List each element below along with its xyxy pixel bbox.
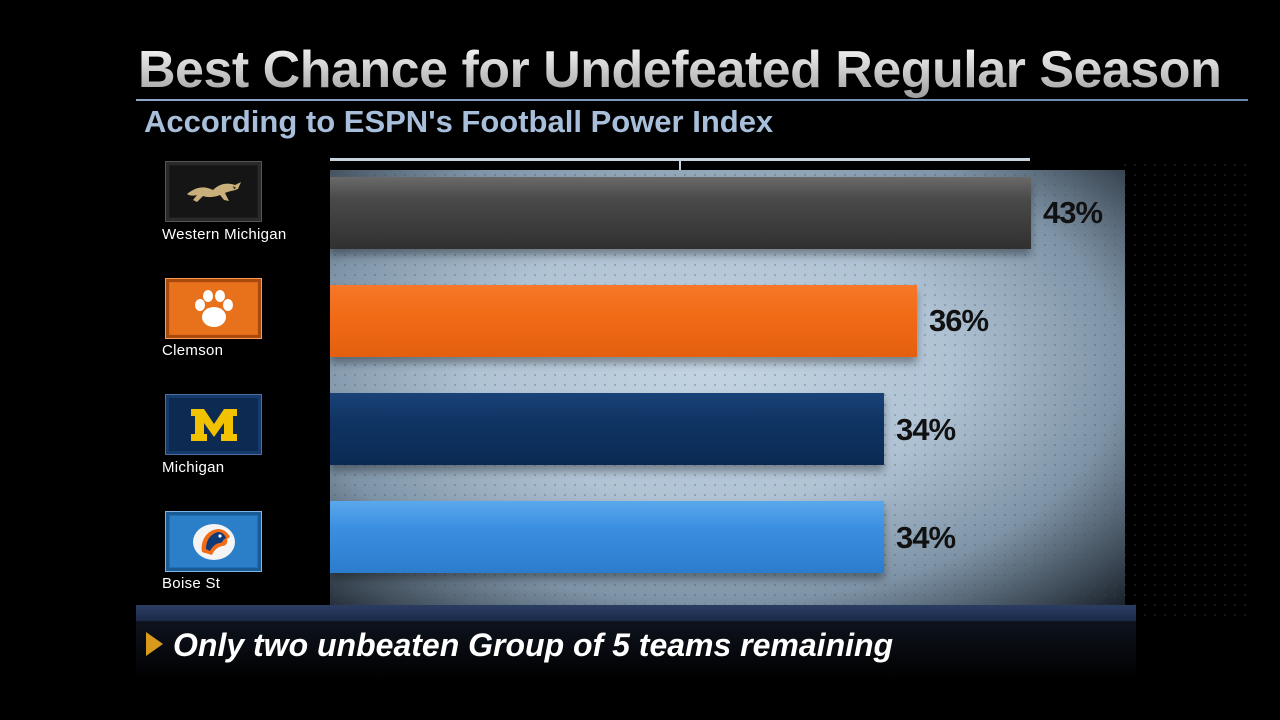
bar-label-western-michigan: 43% (1043, 195, 1103, 230)
logo-boise-st (165, 511, 262, 572)
team-label-clemson: Clemson (162, 342, 224, 359)
tiger-paw-icon (194, 289, 233, 327)
logo-michigan (165, 394, 262, 455)
logo-western-michigan (165, 161, 262, 222)
bar-label-boise-st: 34% (896, 520, 956, 555)
bronco-horse-icon (186, 181, 241, 202)
team-label-michigan: Michigan (162, 459, 225, 476)
chart-subtitle: According to ESPN's Football Power Index (144, 104, 774, 139)
title-divider (136, 99, 1248, 101)
bar-michigan (330, 393, 884, 465)
plot-background-dots (1120, 160, 1250, 620)
bar-label-clemson: 36% (929, 303, 989, 338)
chart-title: Best Chance for Undefeated Regular Seaso… (138, 41, 1222, 99)
top-axis-tick (679, 158, 681, 170)
bottom-band (136, 605, 1136, 621)
bar-label-michigan: 34% (896, 412, 956, 447)
bar-western-michigan (330, 177, 1031, 249)
bottom-glow (136, 621, 1136, 681)
footnote: Only two unbeaten Group of 5 teams remai… (173, 627, 894, 663)
block-m-icon (190, 408, 237, 441)
arrow-icon (146, 632, 163, 656)
team-label-boise-st: Boise St (162, 575, 221, 592)
bar-boise-st (330, 501, 884, 573)
team-label-western-michigan: Western Michigan (162, 226, 287, 243)
logo-clemson (165, 278, 262, 339)
bar-clemson (330, 285, 917, 357)
bronco-head-icon (192, 523, 235, 560)
